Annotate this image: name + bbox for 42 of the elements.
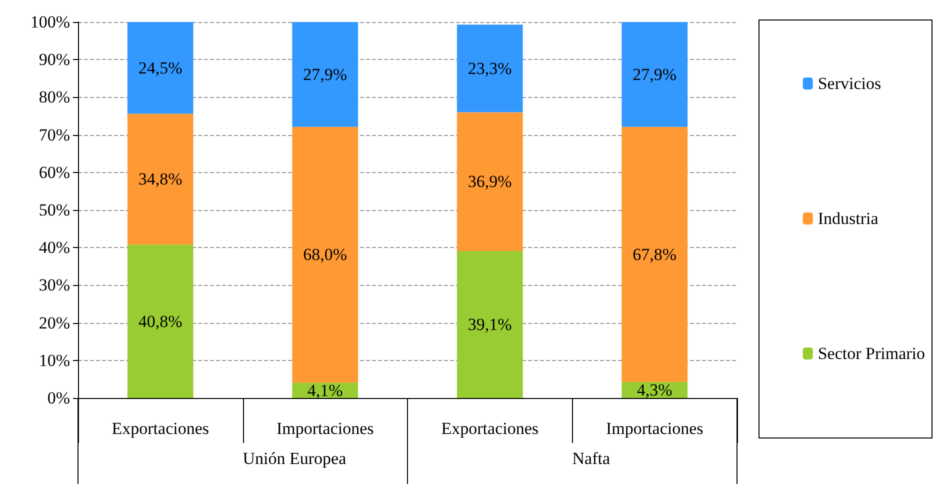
- data-label: 4,3%: [636, 380, 672, 400]
- bar: [292, 126, 358, 383]
- y-tick-label: 30%: [38, 276, 70, 295]
- x-tick-label: Importaciones: [276, 419, 374, 438]
- bar: [127, 244, 194, 398]
- data-label: 23,3%: [468, 58, 512, 78]
- y-tick-label: 100%: [30, 12, 70, 32]
- y-tick-label: 40%: [38, 238, 70, 258]
- y-tick-label: 70%: [38, 125, 70, 144]
- x-tick-label: Exportaciones: [112, 419, 209, 438]
- data-label: 67,8%: [632, 244, 677, 264]
- text: Unión Europea: [242, 449, 347, 468]
- bar: [127, 22, 194, 114]
- data-label: 27,9%: [303, 64, 348, 84]
- bar: [622, 126, 688, 382]
- y-tick-label: 20%: [38, 313, 70, 332]
- y-tick-label: 0%: [47, 388, 70, 408]
- bar: [456, 24, 523, 112]
- data-label: 39,1%: [468, 314, 512, 334]
- data-label: 68,0%: [303, 245, 348, 264]
- bar: [292, 22, 358, 127]
- bar: [622, 22, 688, 127]
- data-label: 24,5%: [138, 58, 182, 78]
- data-label: 36,9%: [468, 172, 512, 192]
- x-tick-label: Importaciones: [606, 419, 704, 438]
- legend-label: Industria: [818, 209, 879, 228]
- legend-label: Sector Primario: [818, 344, 925, 363]
- data-label: 34,8%: [138, 170, 182, 189]
- y-tick-label: 10%: [38, 350, 70, 370]
- y-tick-label: 50%: [38, 200, 70, 220]
- data-label: 40,8%: [138, 312, 182, 331]
- bar: [456, 250, 523, 398]
- bar: [127, 114, 194, 245]
- y-tick-label: 80%: [38, 88, 70, 107]
- bar: [456, 112, 523, 251]
- y-tick-label: 60%: [38, 162, 70, 182]
- x-tick-label: Exportaciones: [441, 419, 538, 438]
- data-label: 27,9%: [632, 64, 677, 84]
- data-label: 4,1%: [307, 380, 343, 400]
- legend-label: Servicios: [818, 74, 882, 93]
- text: Nafta: [572, 449, 610, 468]
- y-tick-label: 90%: [38, 50, 70, 70]
